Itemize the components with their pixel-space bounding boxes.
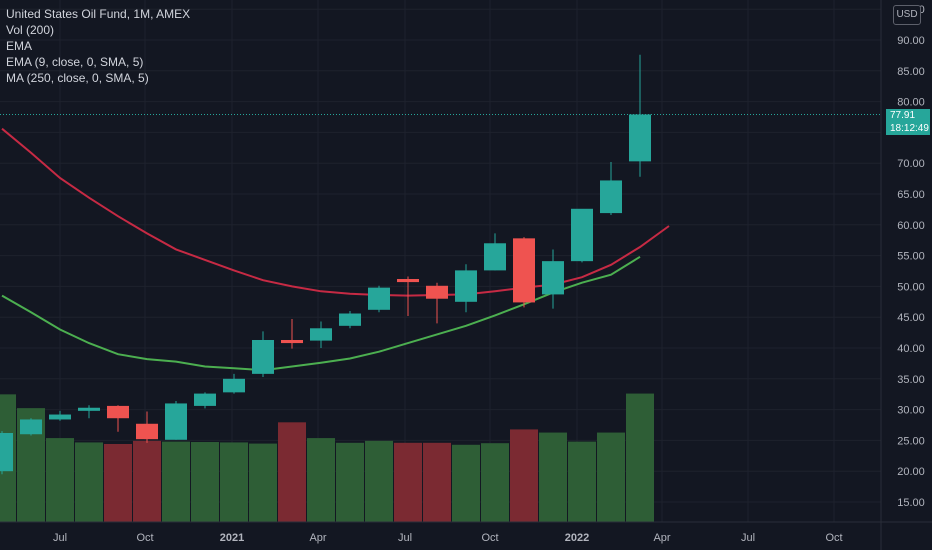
chart-grid (0, 0, 881, 522)
time-tick-label: Jul (53, 532, 67, 544)
volume-bar (46, 438, 74, 522)
price-tick-label: 55.00 (897, 251, 925, 263)
candle-body (107, 405, 129, 419)
candle-body (600, 180, 622, 214)
time-tick-label: Apr (653, 532, 670, 544)
candle-body (49, 414, 71, 420)
volume-bar (481, 443, 509, 522)
volume-bar (133, 440, 161, 522)
candle-body (165, 403, 187, 440)
currency-badge[interactable]: USD (893, 5, 921, 25)
price-tick-label: 80.00 (897, 97, 925, 109)
time-tick-label: Oct (136, 532, 153, 544)
price-axis[interactable]: 15.00 20.00 25.00 30.00 35.00 40.00 45.00 50.00… (897, 4, 925, 509)
ema-indicator-label[interactable]: EMA (6, 39, 33, 53)
time-tick-label: Jul (741, 532, 755, 544)
candle-body (20, 419, 42, 435)
candle-body (78, 407, 100, 411)
chart-legend: United States Oil Fund, 1M, AMEX Vol (20… (6, 6, 190, 86)
price-tick-label: 85.00 (897, 66, 925, 78)
volume-bar (336, 442, 364, 522)
candle-body (571, 208, 593, 262)
volume-bar (452, 444, 480, 522)
candle-body (194, 393, 216, 406)
candle-body (0, 433, 13, 472)
candle-body (368, 287, 390, 310)
candle-body (455, 270, 477, 302)
time-tick-label: Oct (481, 532, 498, 544)
volume-bar (75, 442, 103, 522)
price-tick-label: 35.00 (897, 374, 925, 386)
candle-body (397, 279, 419, 283)
candle-body (310, 328, 332, 341)
price-tick-label: 90.00 (897, 35, 925, 47)
candle-body (223, 378, 245, 393)
volume-bar (568, 441, 596, 522)
candle-body (339, 313, 361, 326)
time-tick-label: Jul (398, 532, 412, 544)
volume-bar (220, 442, 248, 522)
last-price-tag: 77.91 18:12:49 (886, 109, 930, 135)
volume-bar (423, 442, 451, 522)
time-tick-label: Oct (825, 532, 842, 544)
candle-body (542, 261, 564, 295)
price-tick-label: 40.00 (897, 343, 925, 355)
time-axis[interactable]: Jul Oct 2021 Apr Jul Oct 2022 Apr Jul Oct (0, 521, 932, 544)
volume-bar (365, 440, 393, 522)
price-tick-label: 15.00 (897, 497, 925, 509)
volume-bar (626, 393, 654, 522)
symbol-title[interactable]: United States Oil Fund, 1M, AMEX (6, 7, 191, 21)
price-tick-label: 45.00 (897, 312, 925, 324)
ma-params-label[interactable]: MA (250, close, 0, SMA, 5) (6, 71, 149, 85)
candle-body (513, 238, 535, 303)
volume-bar (539, 432, 567, 522)
volume-bar (104, 443, 132, 522)
ma-250-path (1, 127, 670, 297)
volume-bar (278, 422, 306, 522)
price-tick-label: 20.00 (897, 466, 925, 478)
volume-bar (510, 429, 538, 522)
volume-bar (394, 442, 422, 522)
bar-countdown: 18:12:49 (890, 123, 929, 134)
candle-body (484, 243, 506, 271)
volume-bar (249, 443, 277, 522)
candle-body (252, 339, 274, 374)
volume-bar (162, 441, 190, 522)
candle-body (281, 339, 303, 344)
ma-250-line (1, 127, 670, 297)
last-price-value: 77.91 (890, 110, 916, 121)
volume-bar (307, 438, 335, 522)
volume-indicator-label[interactable]: Vol (200) (6, 23, 55, 37)
price-tick-label: 30.00 (897, 405, 925, 417)
price-tick-label: 25.00 (897, 435, 925, 447)
time-tick-label: Apr (309, 532, 326, 544)
time-tick-label: 2022 (565, 532, 589, 544)
candle-body (136, 423, 158, 440)
ema-params-label[interactable]: EMA (9, close, 0, SMA, 5) (6, 55, 144, 69)
volume-bar (191, 442, 219, 522)
price-tick-label: 60.00 (897, 220, 925, 232)
price-tick-label: 70.00 (897, 158, 925, 170)
candle-body (426, 285, 448, 299)
candle-body (629, 114, 651, 162)
time-tick-label: 2021 (220, 532, 244, 544)
price-tick-label: 65.00 (897, 189, 925, 201)
volume-bar (597, 432, 625, 522)
candlesticks[interactable] (0, 54, 651, 475)
volume-bars (0, 393, 654, 522)
price-tick-label: 50.00 (897, 281, 925, 293)
